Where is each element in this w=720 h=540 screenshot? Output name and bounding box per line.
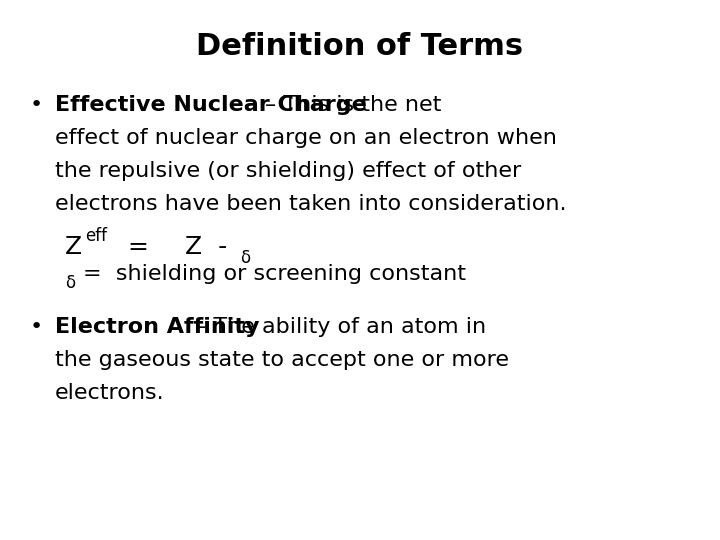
Text: – The ability of an atom in: – The ability of an atom in: [195, 317, 486, 337]
Text: Electron Affinity: Electron Affinity: [55, 317, 259, 337]
Text: electrons.: electrons.: [55, 383, 165, 403]
Text: Z: Z: [65, 235, 82, 259]
Text: the gaseous state to accept one or more: the gaseous state to accept one or more: [55, 350, 509, 370]
Text: Z  -: Z -: [185, 235, 228, 259]
Text: Definition of Terms: Definition of Terms: [197, 32, 523, 61]
Text: δ: δ: [240, 249, 250, 267]
Text: eff: eff: [85, 227, 107, 245]
Text: effect of nuclear charge on an electron when: effect of nuclear charge on an electron …: [55, 128, 557, 148]
Text: •: •: [30, 317, 43, 337]
Text: =: =: [127, 235, 148, 259]
Text: the repulsive (or shielding) effect of other: the repulsive (or shielding) effect of o…: [55, 161, 521, 181]
Text: δ: δ: [65, 274, 75, 292]
Text: •: •: [30, 95, 43, 115]
Text: electrons have been taken into consideration.: electrons have been taken into considera…: [55, 194, 567, 214]
Text: Effective Nuclear Charge: Effective Nuclear Charge: [55, 95, 366, 115]
Text: =  shielding or screening constant: = shielding or screening constant: [83, 264, 466, 284]
Text: – This is the net: – This is the net: [265, 95, 441, 115]
